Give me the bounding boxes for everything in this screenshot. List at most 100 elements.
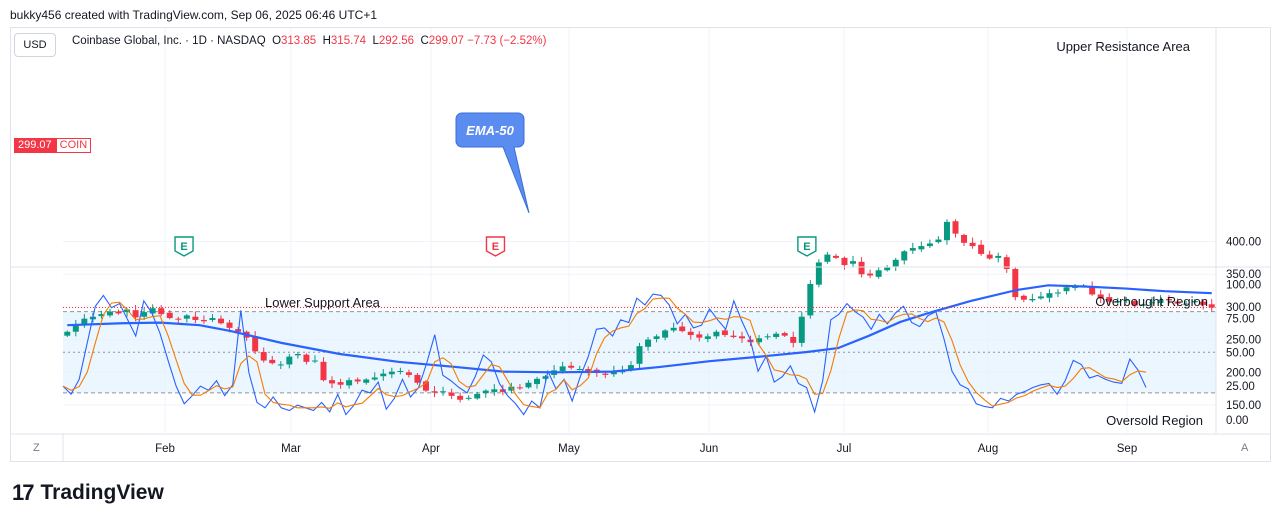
candle-body bbox=[1097, 294, 1104, 299]
candle-body bbox=[585, 369, 592, 371]
oscillator-tick-label: 0.00 bbox=[1226, 415, 1248, 427]
candle-body bbox=[337, 382, 344, 385]
candle-body bbox=[72, 325, 79, 332]
tradingview-brand: TradingView bbox=[40, 481, 164, 504]
candle-body bbox=[815, 262, 822, 285]
candle-body bbox=[132, 310, 139, 318]
candle-body bbox=[499, 389, 506, 392]
candle-body bbox=[1140, 304, 1147, 306]
candle-body bbox=[175, 318, 182, 320]
candle-body bbox=[354, 379, 361, 382]
attribution-text: bukky456 created with TradingView.com, S… bbox=[10, 8, 378, 22]
month-tick-label: Feb bbox=[155, 443, 175, 455]
last-price-tag: 299.07 COIN bbox=[14, 138, 92, 153]
earnings-marker bbox=[485, 236, 506, 257]
legend-change: −7.73 (−2.52%) bbox=[467, 35, 547, 47]
candle-body bbox=[525, 382, 532, 388]
earnings-marker-label: E bbox=[180, 241, 187, 253]
candle-body bbox=[397, 370, 404, 372]
ema-50-line bbox=[67, 284, 1212, 374]
candle-body bbox=[1003, 257, 1010, 269]
candle-body bbox=[1208, 304, 1215, 308]
chart-frame bbox=[10, 27, 1271, 462]
candle-body bbox=[192, 316, 199, 320]
price-tick-label: 150.00 bbox=[1226, 400, 1261, 412]
legend-name: Coinbase Global, Inc. · 1D · NASDAQ bbox=[72, 35, 266, 47]
ema-callout-label: EMA-50 bbox=[466, 123, 514, 138]
candle-body bbox=[474, 393, 481, 399]
candle-body bbox=[687, 331, 694, 336]
candle-body bbox=[841, 257, 848, 266]
candle-body bbox=[1037, 296, 1044, 299]
month-tick-label: Aug bbox=[978, 443, 998, 455]
candle-body bbox=[807, 284, 814, 316]
auto-scale-button[interactable]: A bbox=[1241, 442, 1249, 454]
oscillator-tick-label: 25.00 bbox=[1226, 381, 1255, 393]
candle-body bbox=[773, 333, 780, 337]
candle-body bbox=[158, 308, 165, 315]
candle-body bbox=[81, 318, 88, 324]
month-tick-label: May bbox=[558, 443, 580, 455]
candle-body bbox=[824, 254, 831, 262]
candle-body bbox=[371, 377, 378, 380]
candle-body bbox=[832, 255, 839, 258]
candle-body bbox=[1200, 301, 1207, 305]
candle-body bbox=[568, 365, 575, 368]
candle-body bbox=[1029, 299, 1036, 301]
month-tick-label: Mar bbox=[281, 443, 301, 455]
symbol-legend: Coinbase Global, Inc. · 1D · NASDAQ O313… bbox=[72, 35, 546, 47]
candle-body bbox=[260, 352, 267, 361]
candle-body bbox=[1174, 301, 1181, 304]
candle-body bbox=[730, 335, 737, 337]
candle-body bbox=[943, 221, 950, 241]
candle-body bbox=[286, 356, 293, 365]
candle-body bbox=[405, 372, 412, 375]
candle-body bbox=[1020, 295, 1027, 300]
candle-body bbox=[294, 353, 301, 356]
candle-body bbox=[106, 311, 113, 316]
candle-body bbox=[738, 336, 745, 339]
candle-body bbox=[1148, 302, 1155, 304]
candle-body bbox=[388, 371, 395, 375]
candle-body bbox=[457, 395, 464, 400]
currency-button[interactable]: USD bbox=[14, 33, 56, 57]
candle-body bbox=[986, 254, 993, 259]
candle-body bbox=[721, 330, 728, 336]
candle-body bbox=[952, 221, 959, 234]
candle-body bbox=[670, 327, 677, 331]
candle-body bbox=[926, 243, 933, 247]
candle-body bbox=[704, 336, 711, 339]
earnings-marker bbox=[797, 236, 817, 257]
candle-body bbox=[252, 336, 259, 352]
candle-body bbox=[380, 373, 387, 377]
month-tick-label: Jul bbox=[837, 443, 852, 455]
candle-body bbox=[696, 334, 703, 338]
candle-body bbox=[961, 234, 968, 243]
candle-body bbox=[867, 273, 874, 276]
month-tick-label: Jun bbox=[700, 443, 719, 455]
candle-body bbox=[1063, 287, 1070, 292]
ema-callout-bubble bbox=[455, 112, 530, 214]
candle-body bbox=[1131, 301, 1138, 306]
candle-body bbox=[115, 311, 122, 314]
legend-high-label: H bbox=[322, 35, 331, 47]
candle-body bbox=[653, 336, 660, 339]
candle-body bbox=[491, 389, 498, 392]
candle-body bbox=[764, 336, 771, 338]
tradingview-logo[interactable]: 17 TradingView bbox=[12, 480, 164, 506]
tradingview-logo-icon: 17 bbox=[12, 480, 35, 505]
zoom-button[interactable]: Z bbox=[33, 442, 40, 454]
candle-body bbox=[1166, 299, 1173, 301]
candle-body bbox=[149, 308, 156, 314]
legend-close: 299.07 bbox=[428, 35, 464, 47]
candle-body bbox=[414, 374, 421, 383]
candle-body bbox=[1046, 293, 1053, 298]
candle-body bbox=[508, 386, 515, 391]
candle-body bbox=[559, 366, 566, 371]
candle-body bbox=[756, 338, 763, 343]
legend-high: 315.74 bbox=[330, 35, 367, 47]
stoch-d-line bbox=[62, 297, 1147, 409]
candle-body bbox=[218, 318, 224, 324]
candle-body bbox=[798, 316, 805, 343]
